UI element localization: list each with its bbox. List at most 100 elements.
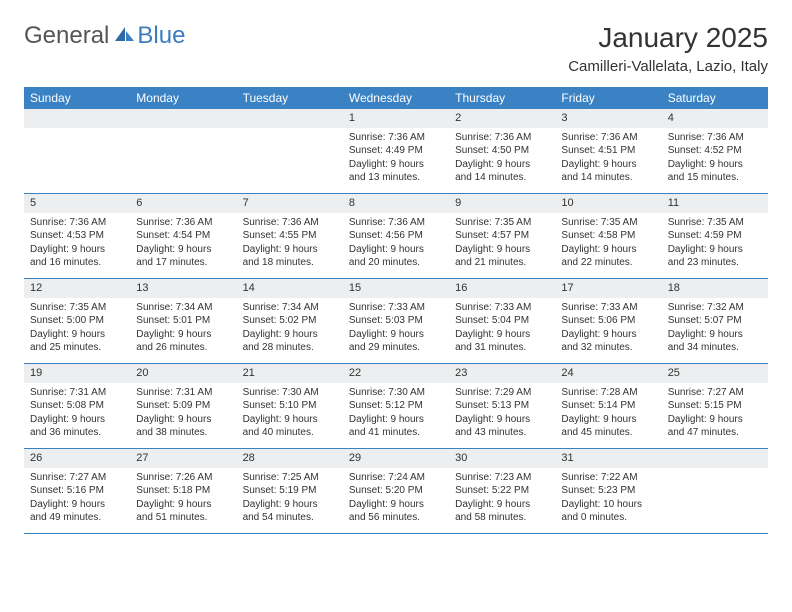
sunrise-text: Sunrise: 7:25 AM — [243, 471, 337, 485]
sunset-text: Sunset: 5:01 PM — [136, 314, 230, 328]
sunrise-text: Sunrise: 7:27 AM — [30, 471, 124, 485]
sunrise-text: Sunrise: 7:35 AM — [668, 216, 762, 230]
day-number: 6 — [130, 194, 236, 213]
day-cell: 13Sunrise: 7:34 AMSunset: 5:01 PMDayligh… — [130, 279, 236, 363]
daylight-text: Daylight: 10 hours and 0 minutes. — [561, 498, 655, 525]
day-cell: 5Sunrise: 7:36 AMSunset: 4:53 PMDaylight… — [24, 194, 130, 278]
day-number: 19 — [24, 364, 130, 383]
day-details: Sunrise: 7:32 AMSunset: 5:07 PMDaylight:… — [662, 298, 768, 359]
sunset-text: Sunset: 5:07 PM — [668, 314, 762, 328]
sunset-text: Sunset: 4:53 PM — [30, 229, 124, 243]
sunset-text: Sunset: 4:59 PM — [668, 229, 762, 243]
day-cell: 25Sunrise: 7:27 AMSunset: 5:15 PMDayligh… — [662, 364, 768, 448]
sunset-text: Sunset: 5:10 PM — [243, 399, 337, 413]
week-row: 5Sunrise: 7:36 AMSunset: 4:53 PMDaylight… — [24, 194, 768, 279]
logo-sail-icon — [113, 22, 135, 50]
day-cell — [237, 109, 343, 193]
day-cell — [662, 449, 768, 533]
week-row: 12Sunrise: 7:35 AMSunset: 5:00 PMDayligh… — [24, 279, 768, 364]
sunrise-text: Sunrise: 7:36 AM — [30, 216, 124, 230]
day-cell: 1Sunrise: 7:36 AMSunset: 4:49 PMDaylight… — [343, 109, 449, 193]
day-number: 7 — [237, 194, 343, 213]
sunrise-text: Sunrise: 7:31 AM — [136, 386, 230, 400]
weekday-wednesday: Wednesday — [343, 87, 449, 109]
sunset-text: Sunset: 5:18 PM — [136, 484, 230, 498]
weekday-friday: Friday — [555, 87, 661, 109]
day-cell: 9Sunrise: 7:35 AMSunset: 4:57 PMDaylight… — [449, 194, 555, 278]
day-details: Sunrise: 7:33 AMSunset: 5:03 PMDaylight:… — [343, 298, 449, 359]
day-cell: 2Sunrise: 7:36 AMSunset: 4:50 PMDaylight… — [449, 109, 555, 193]
daylight-text: Daylight: 9 hours and 38 minutes. — [136, 413, 230, 440]
daylight-text: Daylight: 9 hours and 54 minutes. — [243, 498, 337, 525]
weekday-thursday: Thursday — [449, 87, 555, 109]
day-number: 8 — [343, 194, 449, 213]
day-cell: 19Sunrise: 7:31 AMSunset: 5:08 PMDayligh… — [24, 364, 130, 448]
day-number: 22 — [343, 364, 449, 383]
day-number: 4 — [662, 109, 768, 128]
day-cell: 7Sunrise: 7:36 AMSunset: 4:55 PMDaylight… — [237, 194, 343, 278]
sunset-text: Sunset: 4:57 PM — [455, 229, 549, 243]
sunrise-text: Sunrise: 7:23 AM — [455, 471, 549, 485]
weekday-sunday: Sunday — [24, 87, 130, 109]
daylight-text: Daylight: 9 hours and 26 minutes. — [136, 328, 230, 355]
daylight-text: Daylight: 9 hours and 25 minutes. — [30, 328, 124, 355]
day-details — [237, 128, 343, 135]
day-cell: 10Sunrise: 7:35 AMSunset: 4:58 PMDayligh… — [555, 194, 661, 278]
sunrise-text: Sunrise: 7:27 AM — [668, 386, 762, 400]
day-details — [662, 468, 768, 475]
logo-text-general: General — [24, 22, 109, 50]
day-cell: 3Sunrise: 7:36 AMSunset: 4:51 PMDaylight… — [555, 109, 661, 193]
day-number — [237, 109, 343, 128]
sunrise-text: Sunrise: 7:30 AM — [349, 386, 443, 400]
logo-text-blue: Blue — [137, 22, 185, 50]
day-details: Sunrise: 7:34 AMSunset: 5:02 PMDaylight:… — [237, 298, 343, 359]
day-details: Sunrise: 7:26 AMSunset: 5:18 PMDaylight:… — [130, 468, 236, 529]
day-details: Sunrise: 7:27 AMSunset: 5:15 PMDaylight:… — [662, 383, 768, 444]
day-details: Sunrise: 7:22 AMSunset: 5:23 PMDaylight:… — [555, 468, 661, 529]
sunrise-text: Sunrise: 7:36 AM — [349, 216, 443, 230]
sunrise-text: Sunrise: 7:35 AM — [455, 216, 549, 230]
daylight-text: Daylight: 9 hours and 41 minutes. — [349, 413, 443, 440]
sunset-text: Sunset: 5:14 PM — [561, 399, 655, 413]
day-cell: 8Sunrise: 7:36 AMSunset: 4:56 PMDaylight… — [343, 194, 449, 278]
day-details: Sunrise: 7:35 AMSunset: 5:00 PMDaylight:… — [24, 298, 130, 359]
sunset-text: Sunset: 5:00 PM — [30, 314, 124, 328]
week-row: 1Sunrise: 7:36 AMSunset: 4:49 PMDaylight… — [24, 109, 768, 194]
sunset-text: Sunset: 5:20 PM — [349, 484, 443, 498]
daylight-text: Daylight: 9 hours and 20 minutes. — [349, 243, 443, 270]
day-cell: 16Sunrise: 7:33 AMSunset: 5:04 PMDayligh… — [449, 279, 555, 363]
sunset-text: Sunset: 5:09 PM — [136, 399, 230, 413]
calendar: Sunday Monday Tuesday Wednesday Thursday… — [24, 87, 768, 534]
day-cell: 27Sunrise: 7:26 AMSunset: 5:18 PMDayligh… — [130, 449, 236, 533]
day-number: 24 — [555, 364, 661, 383]
sunset-text: Sunset: 4:55 PM — [243, 229, 337, 243]
day-details — [24, 128, 130, 135]
day-details: Sunrise: 7:36 AMSunset: 4:55 PMDaylight:… — [237, 213, 343, 274]
sunset-text: Sunset: 5:23 PM — [561, 484, 655, 498]
sunset-text: Sunset: 5:13 PM — [455, 399, 549, 413]
day-details: Sunrise: 7:35 AMSunset: 4:59 PMDaylight:… — [662, 213, 768, 274]
sunrise-text: Sunrise: 7:22 AM — [561, 471, 655, 485]
daylight-text: Daylight: 9 hours and 16 minutes. — [30, 243, 124, 270]
day-details: Sunrise: 7:31 AMSunset: 5:08 PMDaylight:… — [24, 383, 130, 444]
day-cell: 24Sunrise: 7:28 AMSunset: 5:14 PMDayligh… — [555, 364, 661, 448]
day-details: Sunrise: 7:36 AMSunset: 4:56 PMDaylight:… — [343, 213, 449, 274]
day-number: 23 — [449, 364, 555, 383]
day-cell: 18Sunrise: 7:32 AMSunset: 5:07 PMDayligh… — [662, 279, 768, 363]
day-details: Sunrise: 7:31 AMSunset: 5:09 PMDaylight:… — [130, 383, 236, 444]
day-number: 1 — [343, 109, 449, 128]
day-cell: 23Sunrise: 7:29 AMSunset: 5:13 PMDayligh… — [449, 364, 555, 448]
daylight-text: Daylight: 9 hours and 51 minutes. — [136, 498, 230, 525]
daylight-text: Daylight: 9 hours and 28 minutes. — [243, 328, 337, 355]
day-number: 13 — [130, 279, 236, 298]
daylight-text: Daylight: 9 hours and 31 minutes. — [455, 328, 549, 355]
daylight-text: Daylight: 9 hours and 29 minutes. — [349, 328, 443, 355]
day-details: Sunrise: 7:29 AMSunset: 5:13 PMDaylight:… — [449, 383, 555, 444]
day-details: Sunrise: 7:30 AMSunset: 5:12 PMDaylight:… — [343, 383, 449, 444]
day-details: Sunrise: 7:34 AMSunset: 5:01 PMDaylight:… — [130, 298, 236, 359]
day-number: 9 — [449, 194, 555, 213]
daylight-text: Daylight: 9 hours and 56 minutes. — [349, 498, 443, 525]
day-number: 26 — [24, 449, 130, 468]
day-number: 14 — [237, 279, 343, 298]
daylight-text: Daylight: 9 hours and 18 minutes. — [243, 243, 337, 270]
